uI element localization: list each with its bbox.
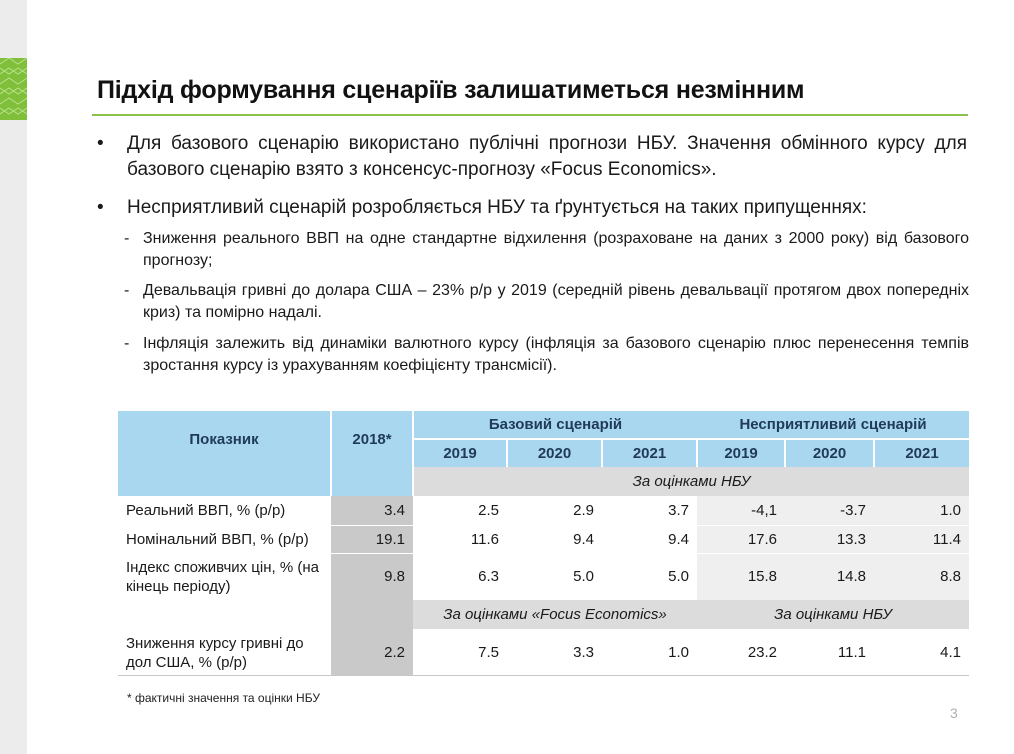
- table-bottom-rule: [118, 675, 969, 676]
- value-2018: 9.8: [331, 553, 413, 600]
- table-row: Реальний ВВП, % (р/р) 3.4 2.5 2.9 3.7 -4…: [118, 496, 970, 526]
- table-row: Номінальний ВВП, % (р/р) 19.1 11.6 9.4 9…: [118, 525, 970, 554]
- sub-bullet-text: Девальвація гривні до долара США – 23% р…: [143, 282, 969, 321]
- sub-bullet-text: Зниження реального ВВП на одне стандартн…: [143, 230, 969, 269]
- year-header: 2019: [697, 439, 787, 467]
- year-header: 2019: [413, 439, 508, 467]
- indicator-header: Показник: [118, 411, 332, 467]
- value-cell: 17.6: [697, 525, 786, 554]
- adverse-scenario-header: Несприятливий сценарій: [697, 411, 970, 440]
- value-2018: 3.4: [331, 496, 413, 526]
- bullet-marker: •: [97, 197, 104, 218]
- value-cell: -4,1: [697, 496, 786, 526]
- table-row: Індекс споживчих цін, % (на кінець періо…: [118, 553, 970, 600]
- value-cell: 3.7: [602, 496, 698, 526]
- sub-bullet-text: Інфляція залежить від динаміки валютного…: [143, 335, 969, 374]
- value-cell: 11.1: [785, 629, 875, 676]
- sub-bullet-marker: -: [124, 282, 130, 299]
- value-cell: 2.9: [507, 496, 602, 526]
- footnote: * фактичні значення та оцінки НБУ: [127, 691, 320, 705]
- value-cell: 5.0: [602, 553, 698, 600]
- value-cell: 9.4: [602, 525, 698, 554]
- value-cell: 11.6: [413, 525, 507, 554]
- value-cell: -3.7: [785, 496, 875, 526]
- bullet-text: Для базового сценарію використано публіч…: [127, 133, 967, 180]
- value-cell: 9.4: [507, 525, 602, 554]
- bullet-text: Несприятливий сценарій розробляється НБУ…: [127, 197, 867, 218]
- banner-spacer: [118, 600, 331, 629]
- forecast-table: Показник 2018* Базовий сценарій Несприят…: [118, 411, 970, 676]
- year-2018-header-fill: [331, 467, 414, 496]
- left-margin-strip: [0, 0, 27, 754]
- year-header: 2021: [874, 439, 970, 467]
- table-row: Зниження курсу гривні до дол США, % (р/р…: [118, 629, 970, 676]
- indicator-header-fill: [118, 467, 332, 496]
- value-cell: 1.0: [874, 496, 970, 526]
- brand-pattern-icon: [0, 58, 27, 120]
- value-cell: 1.0: [602, 629, 698, 676]
- title-divider: [92, 114, 968, 116]
- baseline-scenario-header: Базовий сценарій: [413, 411, 698, 440]
- year-header: 2020: [507, 439, 603, 467]
- value-cell: 13.3: [785, 525, 875, 554]
- nbu-estimates-banner: За оцінками НБУ: [413, 467, 970, 496]
- value-cell: 2.5: [413, 496, 507, 526]
- bullet-marker: •: [97, 133, 104, 154]
- value-cell: 3.3: [507, 629, 602, 676]
- page-number: 3: [950, 705, 958, 721]
- row-label: Індекс споживчих цін, % (на кінець періо…: [126, 558, 319, 595]
- value-cell: 4.1: [874, 629, 970, 676]
- value-cell: 23.2: [697, 629, 786, 676]
- row-label: Зниження курсу гривні до дол США, % (р/р…: [126, 634, 304, 671]
- value-cell: 7.5: [413, 629, 507, 676]
- row-label: Реальний ВВП, % (р/р): [118, 496, 331, 526]
- value-cell: 11.4: [874, 525, 970, 554]
- sub-bullet-marker: -: [124, 230, 130, 247]
- nbu-estimates-banner-2: За оцінками НБУ: [697, 600, 970, 629]
- value-cell: 14.8: [785, 553, 875, 600]
- year-2018-header: 2018*: [331, 411, 414, 467]
- value-2018: 19.1: [331, 525, 413, 554]
- page-title: Підхід формування сценаріїв залишатиметь…: [97, 76, 805, 104]
- value-cell: 6.3: [413, 553, 507, 600]
- year-header: 2020: [785, 439, 876, 467]
- row-label: Номінальний ВВП, % (р/р): [118, 525, 331, 554]
- focus-economics-banner: За оцінками «Focus Economics»: [413, 600, 698, 629]
- value-cell: 15.8: [697, 553, 786, 600]
- year-header: 2021: [602, 439, 699, 467]
- value-cell: 5.0: [507, 553, 602, 600]
- value-cell: 8.8: [874, 553, 970, 600]
- sub-bullet-marker: -: [124, 335, 130, 352]
- year-2018-spacer: [331, 600, 413, 629]
- value-2018: 2.2: [331, 629, 413, 676]
